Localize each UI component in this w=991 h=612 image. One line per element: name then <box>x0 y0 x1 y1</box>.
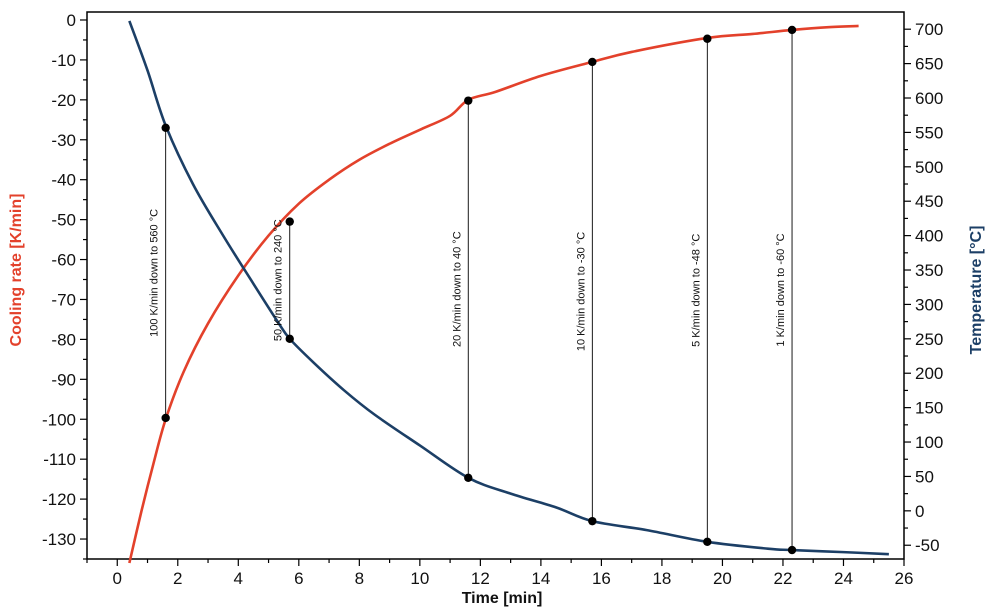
annotation-lines <box>165 29 793 551</box>
y-right-tick-label: 150 <box>915 399 943 418</box>
cooling-rate-marker <box>161 123 170 132</box>
y-left-tick-label: -30 <box>51 131 76 150</box>
x-tick-label: 26 <box>895 569 914 588</box>
x-tick-label: 16 <box>592 569 611 588</box>
y-right-tick-label: 200 <box>915 364 943 383</box>
y-left-tick-label: -50 <box>51 211 76 230</box>
y-left-tick-label: -110 <box>43 450 76 469</box>
cooling-rate-marker <box>703 34 712 43</box>
cooling-rate-marker <box>588 57 597 67</box>
y-right-tick-label: 0 <box>915 502 924 521</box>
temperature-marker <box>285 334 294 344</box>
y-right-tick-label: 650 <box>915 55 943 74</box>
annotation-labels: 100 K/min down to 560 °C 50 K/min down to… <box>149 209 787 351</box>
annotation-label: 5 K/min down to -48 °C <box>690 234 702 347</box>
y-axis-left-title: Cooling rate [K/min] <box>8 194 25 347</box>
y-left-tick-label: -40 <box>51 171 76 190</box>
y-left-tick-label: -130 <box>42 530 76 549</box>
y-axis-right: 7006506005505004504003503002502001501005… <box>904 20 943 555</box>
annotation-label: 1 K/min down to -60 °C <box>775 233 787 346</box>
y-left-tick-label: 0 <box>67 11 76 30</box>
x-axis: 0 2 4 6 8 10 12 14 16 18 20 22 24 26 <box>86 559 914 588</box>
x-tick-label: 4 <box>234 569 243 588</box>
x-tick-label: 22 <box>774 569 793 588</box>
y-right-tick-label: 300 <box>915 295 943 314</box>
x-tick-label: 10 <box>410 569 429 588</box>
y-left-tick-label: -10 <box>51 51 76 70</box>
x-axis-title: Time [min] <box>462 590 543 607</box>
temperature-marker <box>464 473 473 483</box>
y-right-tick-label: 400 <box>915 227 943 246</box>
temperature-marker <box>787 545 797 555</box>
cooling-rate-marker <box>285 217 294 226</box>
x-tick-label: 18 <box>652 569 671 588</box>
cooling-rate-marker <box>464 96 473 105</box>
cooling-rate-line <box>128 24 859 564</box>
plot-frame <box>86 11 905 560</box>
x-tick-label: 2 <box>173 569 182 588</box>
y-left-tick-label: -100 <box>42 410 76 429</box>
annotation-label: 50 K/min down to 240 °C <box>273 219 285 341</box>
y-right-tick-label: 50 <box>915 467 934 486</box>
x-tick-label: 6 <box>294 569 303 588</box>
temperature-marker <box>703 537 712 546</box>
y-right-tick-label: 500 <box>915 158 943 177</box>
x-tick-label: 8 <box>355 569 364 588</box>
x-tick-label: 0 <box>113 569 122 588</box>
annotation-label: 100 K/min down to 560 °C <box>149 209 161 337</box>
annotation-label: 20 K/min down to 40 °C <box>451 231 463 347</box>
cooling-rate-marker <box>787 25 797 35</box>
marker-layer <box>161 25 797 555</box>
y-left-tick-label: -60 <box>51 251 76 270</box>
y-left-tick-label: -70 <box>51 290 76 309</box>
y-left-tick-label: -120 <box>42 490 76 509</box>
temperature-marker <box>588 516 597 526</box>
y-right-tick-label: -50 <box>915 536 940 555</box>
y-axis-right-title: Temperature [°C] <box>968 226 985 355</box>
y-left-tick-label: -20 <box>51 91 76 110</box>
y-right-tick-label: 600 <box>915 89 943 108</box>
temperature-line <box>128 20 889 556</box>
annotation-label: 10 K/min down to -30 °C <box>575 232 587 351</box>
y-right-tick-label: 700 <box>915 20 943 39</box>
x-tick-label: 20 <box>713 569 732 588</box>
x-tick-label: 24 <box>834 569 853 588</box>
y-left-tick-label: -80 <box>51 330 76 349</box>
temperature-marker <box>161 413 170 423</box>
x-tick-label: 12 <box>471 569 490 588</box>
y-right-tick-label: 100 <box>915 433 943 452</box>
y-axis-left: 0 -10 -20 -30 -40 -50 -60 -70 -80 -90 -100 -110 -120… <box>42 11 87 560</box>
y-right-tick-label: 450 <box>915 192 943 211</box>
y-left-tick-label: -90 <box>51 370 76 389</box>
y-right-tick-label: 350 <box>915 261 943 280</box>
y-right-tick-label: 550 <box>915 123 943 142</box>
x-tick-label: 14 <box>531 569 550 588</box>
y-right-tick-label: 250 <box>915 330 943 349</box>
